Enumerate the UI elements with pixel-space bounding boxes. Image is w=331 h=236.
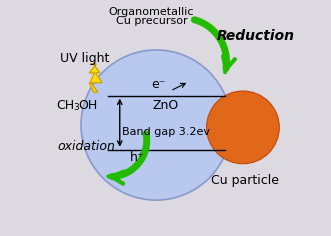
Text: oxidation: oxidation <box>58 140 116 153</box>
Circle shape <box>81 50 231 200</box>
Text: OH: OH <box>78 99 97 112</box>
Circle shape <box>207 91 279 164</box>
Text: Organometallic: Organometallic <box>109 7 194 17</box>
Text: UV light: UV light <box>60 52 109 65</box>
Text: ZnO: ZnO <box>152 99 179 112</box>
Text: e⁻: e⁻ <box>151 79 166 92</box>
Text: h⁺: h⁺ <box>130 151 145 164</box>
Text: 3: 3 <box>73 103 79 112</box>
Text: Cu particle: Cu particle <box>211 174 279 187</box>
Text: Reduction: Reduction <box>217 29 295 43</box>
Polygon shape <box>89 63 102 92</box>
Text: CH: CH <box>56 99 74 112</box>
Text: Band gap 3.2ev: Band gap 3.2ev <box>121 127 210 137</box>
Text: Cu precursor: Cu precursor <box>116 16 187 26</box>
